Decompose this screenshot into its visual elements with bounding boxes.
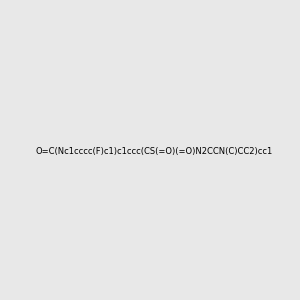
Text: O=C(Nc1cccc(F)c1)c1ccc(CS(=O)(=O)N2CCN(C)CC2)cc1: O=C(Nc1cccc(F)c1)c1ccc(CS(=O)(=O)N2CCN(C…	[35, 147, 272, 156]
